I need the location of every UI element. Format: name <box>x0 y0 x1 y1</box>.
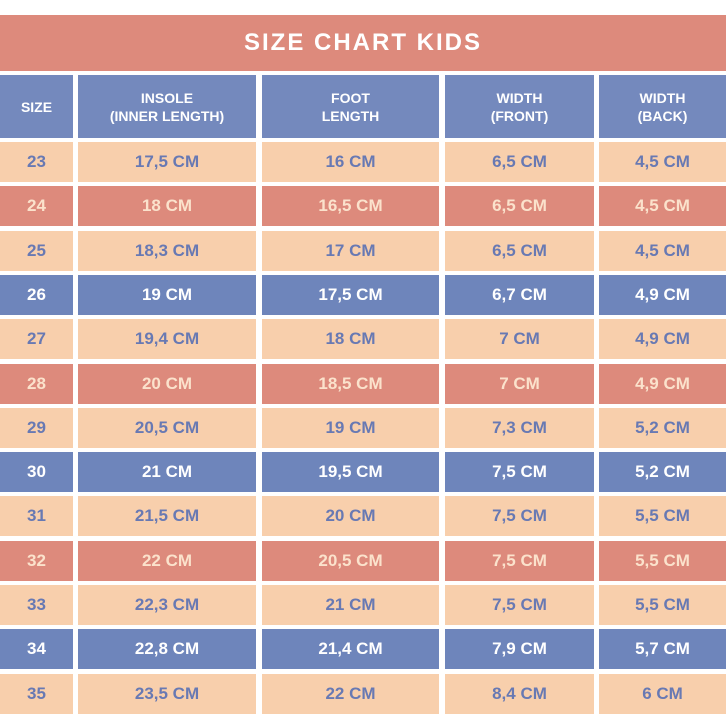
cell-foot-length: 16,5 CM <box>262 186 439 227</box>
cell-width-front: 7 CM <box>445 319 594 360</box>
cell-insole: 22,8 CM <box>78 629 256 670</box>
cell-insole: 18,3 CM <box>78 230 256 271</box>
cell-width-front: 7,5 CM <box>445 496 594 537</box>
cell-width-front: 7,3 CM <box>445 407 594 448</box>
cell-size: 24 <box>0 186 73 227</box>
cell-size: 35 <box>0 673 73 714</box>
cell-insole: 22,3 CM <box>78 585 256 625</box>
cell-foot-length: 21,4 CM <box>262 629 439 670</box>
cell-width-front: 7 CM <box>445 363 594 404</box>
cell-size: 28 <box>0 363 73 404</box>
cell-width-back: 4,5 CM <box>599 230 726 271</box>
cell-foot-length: 19,5 CM <box>262 452 439 493</box>
header-insole: INSOLE (INNER LENGTH) <box>78 75 256 138</box>
cell-size: 23 <box>0 142 73 182</box>
cell-width-front: 6,5 CM <box>445 142 594 182</box>
cell-foot-length: 20 CM <box>262 496 439 537</box>
cell-insole: 17,5 CM <box>78 142 256 182</box>
cell-size: 34 <box>0 629 73 670</box>
cell-insole: 20 CM <box>78 363 256 404</box>
cell-insole: 21 CM <box>78 452 256 493</box>
cell-size: 32 <box>0 540 73 581</box>
cell-width-back: 4,9 CM <box>599 319 726 360</box>
header-width-back: WIDTH (BACK) <box>599 75 726 138</box>
cell-width-back: 5,5 CM <box>599 496 726 537</box>
cell-insole: 19 CM <box>78 274 256 315</box>
cell-size: 25 <box>0 230 73 271</box>
cell-foot-length: 21 CM <box>262 585 439 625</box>
cell-foot-length: 22 CM <box>262 673 439 714</box>
cell-width-back: 4,9 CM <box>599 363 726 404</box>
cell-width-back: 5,2 CM <box>599 407 726 448</box>
cell-width-front: 7,5 CM <box>445 585 594 625</box>
cell-width-back: 6 CM <box>599 673 726 714</box>
cell-size: 27 <box>0 319 73 360</box>
cell-insole: 19,4 CM <box>78 319 256 360</box>
cell-foot-length: 17,5 CM <box>262 274 439 315</box>
cell-width-back: 5,7 CM <box>599 629 726 670</box>
cell-insole: 20,5 CM <box>78 407 256 448</box>
cell-width-back: 5,5 CM <box>599 540 726 581</box>
cell-width-front: 7,5 CM <box>445 452 594 493</box>
cell-width-front: 6,5 CM <box>445 186 594 227</box>
cell-foot-length: 18 CM <box>262 319 439 360</box>
cell-width-back: 5,2 CM <box>599 452 726 493</box>
header-size: SIZE <box>0 75 73 138</box>
cell-width-front: 6,7 CM <box>445 274 594 315</box>
cell-foot-length: 17 CM <box>262 230 439 271</box>
header-foot-length: FOOT LENGTH <box>262 75 439 138</box>
cell-width-front: 8,4 CM <box>445 673 594 714</box>
cell-foot-length: 20,5 CM <box>262 540 439 581</box>
cell-width-front: 7,5 CM <box>445 540 594 581</box>
chart-title: SIZE CHART KIDS <box>0 15 726 71</box>
cell-size: 26 <box>0 274 73 315</box>
cell-size: 33 <box>0 585 73 625</box>
cell-foot-length: 16 CM <box>262 142 439 182</box>
cell-size: 31 <box>0 496 73 537</box>
cell-insole: 22 CM <box>78 540 256 581</box>
cell-width-back: 4,9 CM <box>599 274 726 315</box>
cell-foot-length: 19 CM <box>262 407 439 448</box>
cell-insole: 23,5 CM <box>78 673 256 714</box>
cell-insole: 21,5 CM <box>78 496 256 537</box>
cell-foot-length: 18,5 CM <box>262 363 439 404</box>
cell-width-back: 4,5 CM <box>599 142 726 182</box>
cell-width-back: 4,5 CM <box>599 186 726 227</box>
cell-size: 29 <box>0 407 73 448</box>
header-width-front: WIDTH (FRONT) <box>445 75 594 138</box>
cell-width-back: 5,5 CM <box>599 585 726 625</box>
cell-width-front: 7,9 CM <box>445 629 594 670</box>
cell-size: 30 <box>0 452 73 493</box>
cell-insole: 18 CM <box>78 186 256 227</box>
cell-width-front: 6,5 CM <box>445 230 594 271</box>
